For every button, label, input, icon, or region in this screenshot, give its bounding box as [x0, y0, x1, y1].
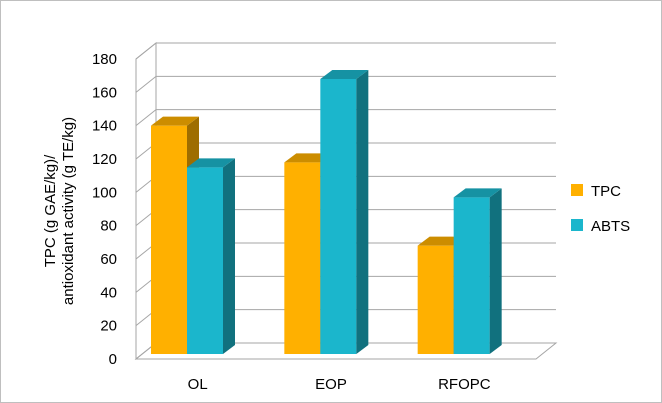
y-tick-label: 120 [92, 151, 117, 168]
y-axis-label-line2: antioxidant activity (g TE/kg) [60, 117, 77, 305]
y-tick-label: 0 [109, 351, 117, 368]
bar-abts-ol [187, 158, 235, 354]
y-tick-label: 100 [92, 184, 117, 201]
legend-label: ABTS [591, 218, 630, 235]
x-category-label: RFOPC [438, 376, 491, 393]
y-tick-label: 20 [100, 318, 117, 335]
y-tick-label: 180 [92, 51, 117, 68]
bar-abts-rfopc [453, 188, 502, 354]
x-axis-categories: OL EOP RFOPC [188, 376, 491, 393]
legend-item-abts: ABTS [571, 218, 630, 235]
legend-label: TPC [591, 183, 621, 200]
x-category-label: OL [188, 376, 208, 393]
y-axis-ticks: 0 20 40 60 80 100 120 140 160 180 [92, 51, 117, 368]
y-tick-label: 40 [100, 284, 117, 301]
x-category-label: EOP [315, 376, 347, 393]
y-tick-label: 60 [100, 251, 117, 268]
y-tick-label: 160 [92, 84, 117, 101]
legend-swatch [571, 219, 583, 231]
legend-item-tpc: TPC [571, 183, 621, 200]
legend-swatch [571, 184, 583, 196]
y-axis-label-line1: TPC (g GAE/kg)/ [42, 154, 59, 267]
bar-abts-eop [320, 70, 369, 354]
y-tick-label: 80 [100, 218, 117, 235]
gridline-side [135, 42, 157, 60]
bars [151, 70, 502, 355]
y-tick-label: 140 [92, 118, 117, 135]
gridline-side [135, 109, 157, 127]
gridline-side [135, 75, 157, 93]
legend: TPC ABTS [571, 183, 630, 235]
